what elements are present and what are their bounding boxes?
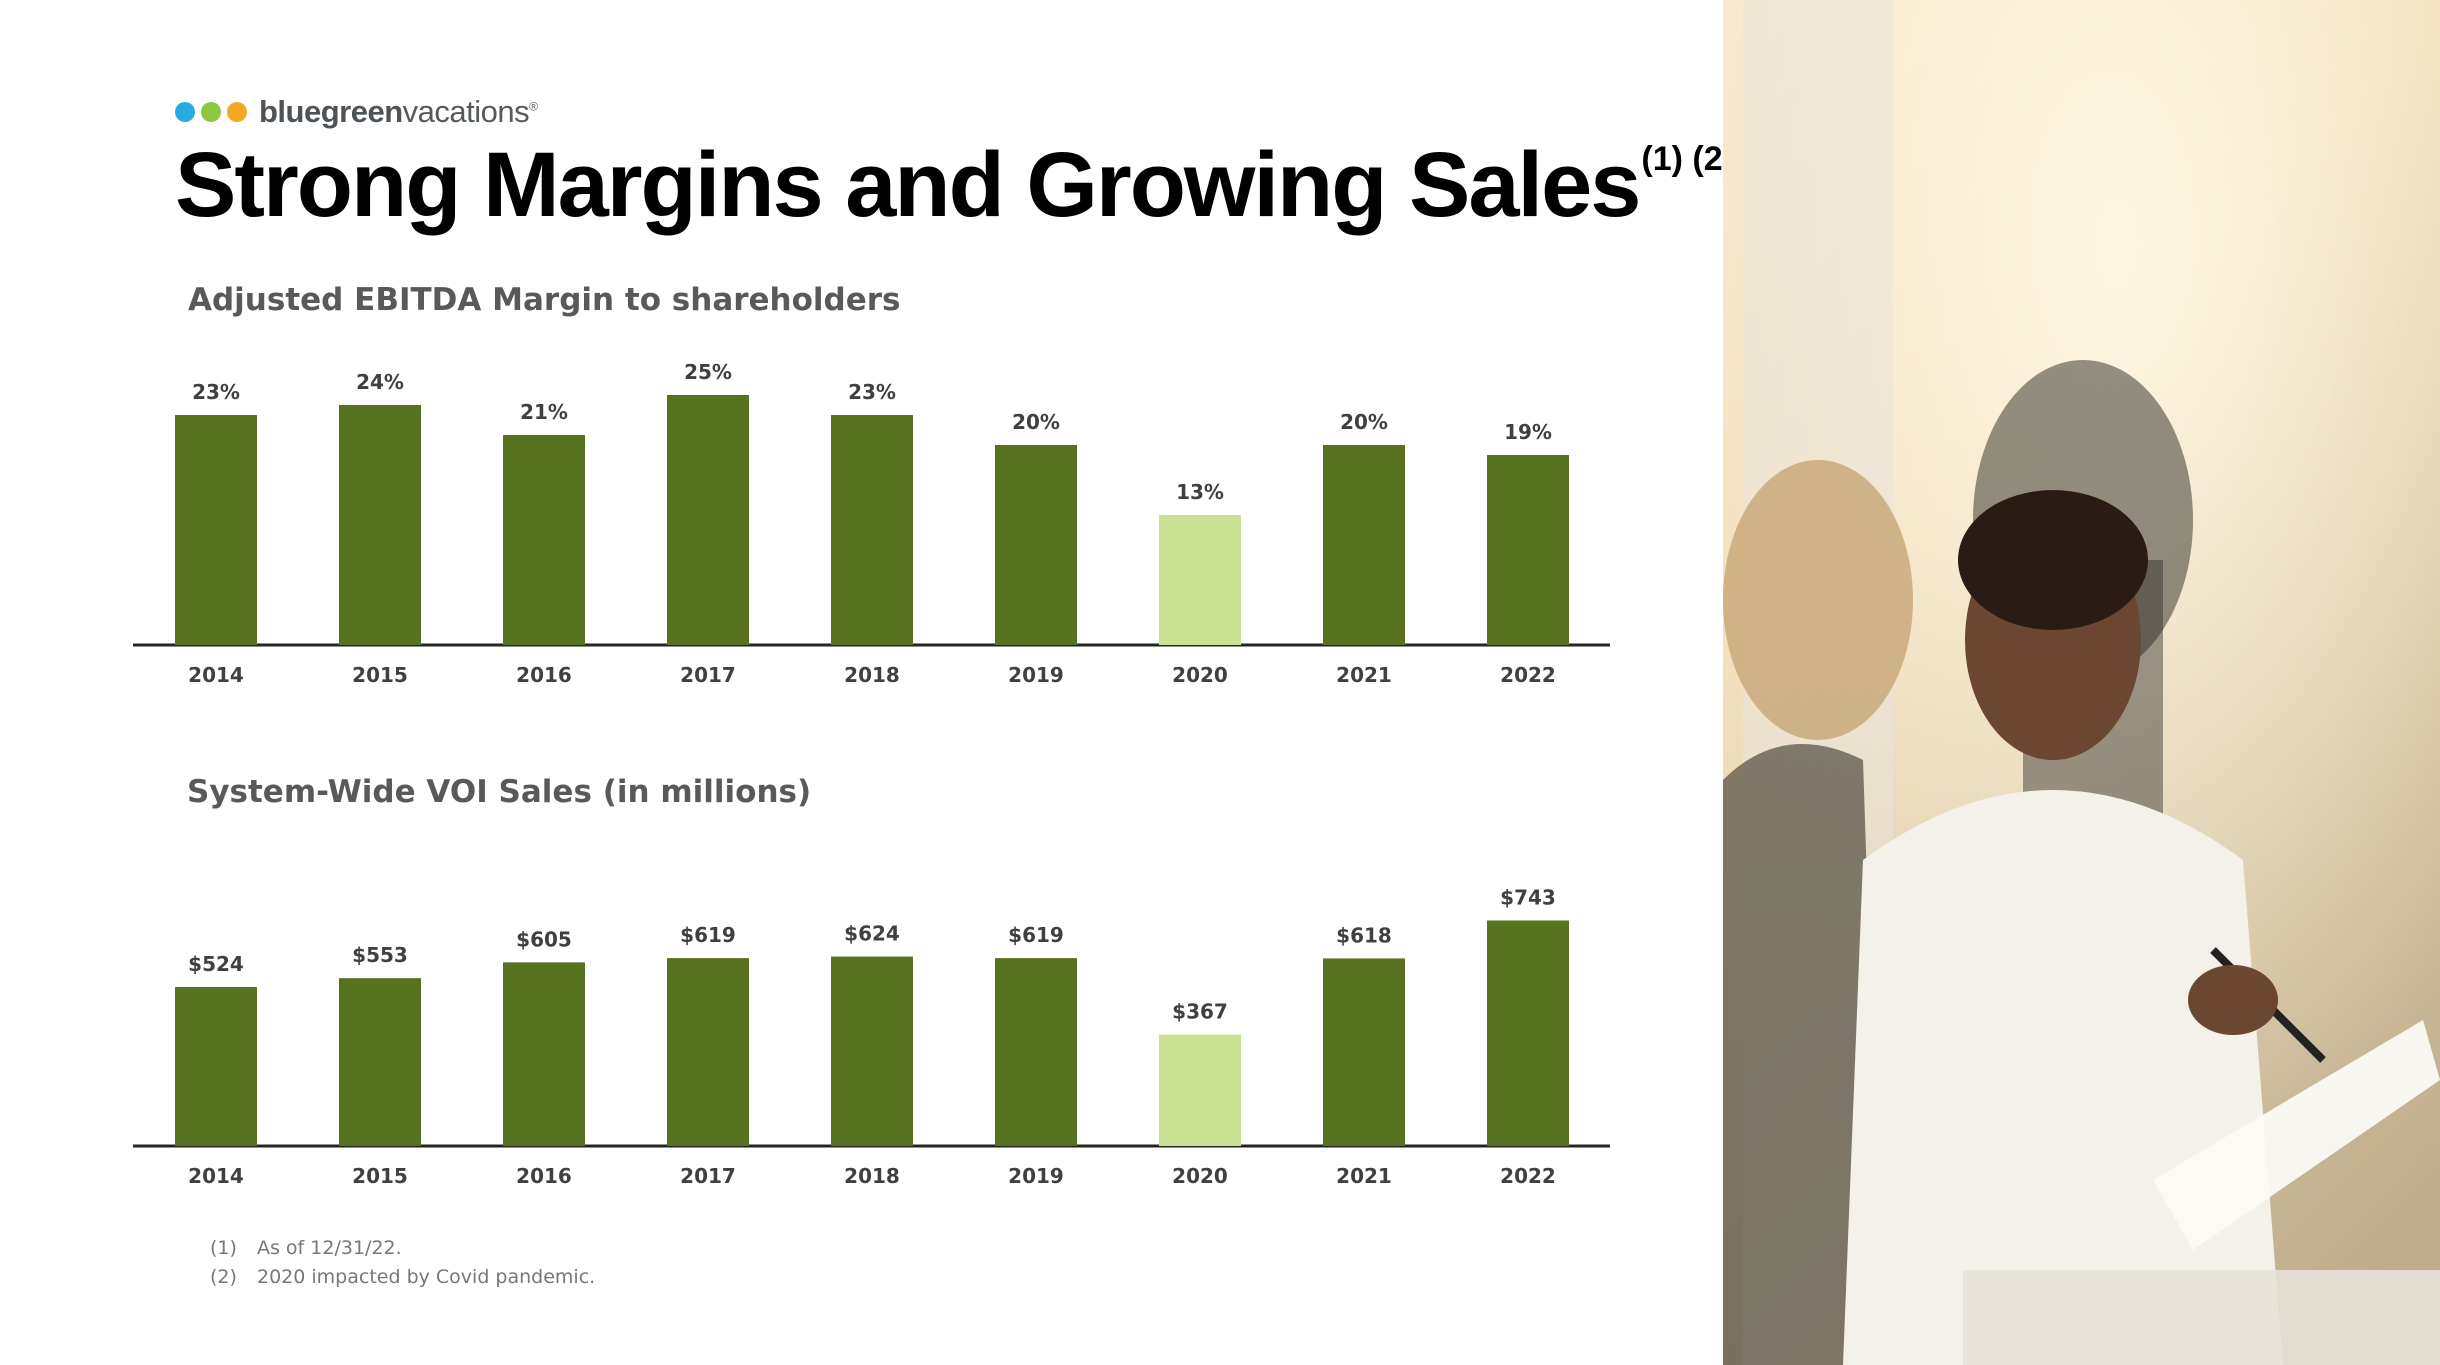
bar-2015 (339, 405, 421, 645)
bar-2019 (995, 958, 1077, 1146)
x-tick-label-2014: 2014 (188, 1164, 244, 1188)
x-tick-label-2021: 2021 (1336, 663, 1392, 687)
logo-wordmark: bluegreenvacations® (259, 94, 538, 130)
x-tick-label-2022: 2022 (1500, 1164, 1556, 1188)
bar-2018 (831, 415, 913, 645)
bluegreen-logo: bluegreenvacations® (175, 92, 538, 132)
x-tick-label-2018: 2018 (844, 1164, 900, 1188)
footnote-1-text: As of 12/31/22. (257, 1237, 402, 1259)
data-label-2021: $618 (1336, 923, 1392, 947)
bar-2021 (1323, 958, 1405, 1146)
bar-2017 (667, 395, 749, 645)
bar-2019 (995, 445, 1077, 645)
logo-dot-blue (175, 102, 195, 122)
x-tick-label-2020: 2020 (1172, 1164, 1228, 1188)
title-footnote-refs: (1) (2) (1641, 140, 1734, 178)
data-label-2016: $605 (516, 927, 572, 951)
data-label-2017: 25% (684, 360, 732, 384)
desk-shape (1963, 1270, 2440, 1365)
voi-sales-bar-chart: $524 2014 $553 2015 $605 2016 $619 2017 $624 2018… (133, 885, 1610, 1188)
x-tick-label-2019: 2019 (1008, 1164, 1064, 1188)
x-tick-label-2019: 2019 (1008, 663, 1064, 687)
bar-2022 (1487, 920, 1569, 1146)
x-tick-label-2015: 2015 (352, 1164, 408, 1188)
x-tick-label-2017: 2017 (680, 663, 736, 687)
data-label-2017: $619 (680, 923, 736, 947)
bar-2016 (503, 962, 585, 1146)
bar-2020 (1159, 515, 1241, 645)
x-tick-label-2022: 2022 (1500, 663, 1556, 687)
data-label-2018: 23% (848, 380, 896, 404)
logo-dot-orange (227, 102, 247, 122)
voi-sales-chart-title: System-Wide VOI Sales (in millions) (187, 774, 812, 810)
data-label-2014: $524 (188, 952, 244, 976)
data-label-2022: 19% (1504, 420, 1552, 444)
bar-2018 (831, 956, 913, 1146)
bar-2021 (1323, 445, 1405, 645)
bar-2017 (667, 958, 749, 1146)
left-person-body-shape (1723, 744, 1883, 1365)
x-tick-label-2017: 2017 (680, 1164, 736, 1188)
logo-brand-light: vacations (402, 94, 530, 129)
x-tick-label-2020: 2020 (1172, 663, 1228, 687)
paper-document-shape (2153, 1020, 2440, 1250)
data-label-2015: 24% (356, 370, 404, 394)
data-label-2019: 20% (1012, 410, 1060, 434)
x-tick-label-2016: 2016 (516, 1164, 572, 1188)
woman-blouse-shape (1843, 790, 2283, 1365)
data-label-2016: 21% (520, 400, 568, 424)
bar-2020 (1159, 1034, 1241, 1146)
x-tick-label-2021: 2021 (1336, 1164, 1392, 1188)
data-label-2020: $367 (1172, 1000, 1228, 1024)
bar-2015 (339, 978, 421, 1146)
footnotes: (1) As of 12/31/22. (2) 2020 impacted by C… (210, 1234, 595, 1292)
ebitda-chart-title: Adjusted EBITDA Margin to shareholders (188, 282, 901, 318)
woman-hair-shape (1958, 490, 2148, 630)
meeting-photo-illustration (1723, 0, 2440, 1365)
bar-2014 (175, 986, 257, 1146)
footnote-2-number: (2) (210, 1266, 237, 1288)
bar-2022 (1487, 455, 1569, 645)
data-label-2019: $619 (1008, 923, 1064, 947)
logo-brand-bold: bluegreen (259, 94, 403, 129)
data-label-2015: $553 (352, 943, 408, 967)
logo-dot-green (201, 102, 221, 122)
bar-2016 (503, 435, 585, 645)
footnote-1-number: (1) (210, 1237, 237, 1259)
logo-trademark: ® (529, 99, 538, 114)
footnote-1: (1) As of 12/31/22. (210, 1234, 595, 1263)
x-tick-label-2014: 2014 (188, 663, 244, 687)
data-label-2014: 23% (192, 380, 240, 404)
left-person-hair-shape (1723, 460, 1913, 740)
x-tick-label-2015: 2015 (352, 663, 408, 687)
footnote-2-text: 2020 impacted by Covid pandemic. (257, 1266, 596, 1288)
data-label-2022: $743 (1500, 885, 1556, 909)
footnote-2: (2) 2020 impacted by Covid pandemic. (210, 1263, 595, 1292)
bar-2014 (175, 415, 257, 645)
page-title-text: Strong Margins and Growing Sales (175, 134, 1641, 236)
x-tick-label-2016: 2016 (516, 663, 572, 687)
ebitda-margin-bar-chart: 23% 2014 24% 2015 21% 2016 25% 2017 23% 2018 20% 20… (133, 360, 1610, 687)
meeting-photo (1723, 0, 2440, 1365)
data-label-2021: 20% (1340, 410, 1388, 434)
data-label-2018: $624 (844, 922, 900, 946)
x-tick-label-2018: 2018 (844, 663, 900, 687)
woman-hand-shape (2188, 965, 2278, 1035)
data-label-2020: 13% (1176, 480, 1224, 504)
page-title: Strong Margins and Growing Sales(1) (2) (175, 134, 1734, 236)
